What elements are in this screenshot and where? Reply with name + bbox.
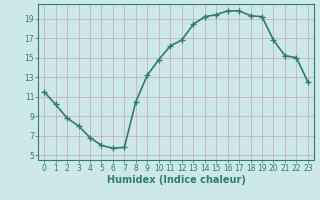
- X-axis label: Humidex (Indice chaleur): Humidex (Indice chaleur): [107, 175, 245, 185]
